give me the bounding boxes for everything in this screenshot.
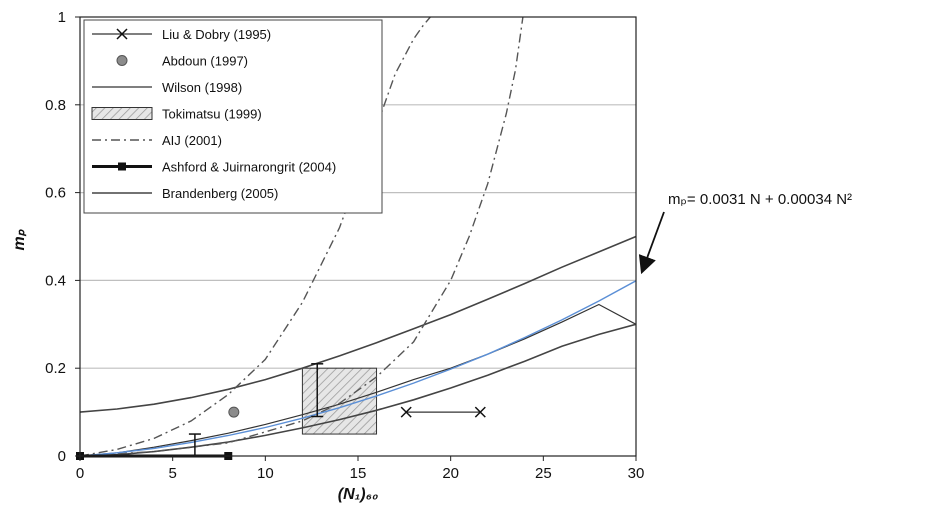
fit-equation-label: mₚ= 0.0031 N + 0.00034 N² [668,191,852,208]
x-tick-label-3: 15 [350,465,367,482]
y-tick-label-4: 0.8 [45,97,66,114]
series-wilson-line [79,303,637,457]
x-tick-label-2: 10 [257,465,274,482]
series-brandenberg-lower-line [79,323,637,457]
legend-label-6: Brandenberg (2005) [162,186,278,201]
legend-symbol-circle [116,55,128,66]
legend: Liu & Dobry (1995) Abdoun (1997) Wilson (1… [83,19,383,214]
series-aij-right-line [79,16,524,457]
legend-symbol-box [91,107,153,120]
y-tick-label-2: 0.4 [45,272,66,289]
legend-item-3: Tokimatsu (1999) [91,107,262,122]
legend-symbol-square [118,162,126,171]
y-tick-label-0: 0 [58,448,66,465]
legend-item-4: AIJ (2001) [92,133,222,148]
legend-item-1: Abdoun (1997) [116,54,248,69]
x-tick-label-6: 30 [628,465,645,482]
x-tick-label-5: 25 [535,465,552,482]
x-tick-label-0: 0 [76,465,84,482]
series-brandenberg-upper-line [79,235,637,413]
legend-item-0: Liu & Dobry (1995) [92,27,271,42]
y-tick-label-5: 1 [58,9,66,26]
legend-item-2: Wilson (1998) [92,80,242,95]
series-aij-left-line [79,16,431,457]
legend-label-3: Tokimatsu (1999) [162,107,262,122]
legend-label-0: Liu & Dobry (1995) [162,27,271,42]
y-tick-label-3: 0.6 [45,185,66,202]
axis-ticks: 00.20.40.60.810 5 10 15 20 25 30 [45,9,644,482]
x-tick-label-1: 5 [168,465,176,482]
legend-label-5: Ashford & Juirnarongrit (2004) [162,160,336,175]
fit-annotation-arrow [638,211,665,275]
legend-symbol-x [116,28,128,40]
fit-annotation: mₚ= 0.0031 N + 0.00034 N² [638,191,852,275]
tokimatsu-box [301,367,378,435]
y-tick-label-1: 0.2 [45,360,66,377]
series-fit-line [79,280,637,457]
x-tick-label-4: 20 [442,465,459,482]
tokimatsu-box-rect [301,367,378,435]
liu-dobry-marker-0 [400,406,412,418]
abdoun-marker [228,406,240,418]
liu-dobry-marker-1 [474,406,486,418]
x-axis-title: (N₁)₆₀ [338,486,379,503]
legend-label-1: Abdoun (1997) [162,54,248,69]
y-axis-title: mₚ [11,228,28,250]
legend-item-6: Brandenberg (2005) [92,186,278,201]
legend-label-2: Wilson (1998) [162,80,242,95]
legend-label-4: AIJ (2001) [162,133,222,148]
legend-item-5: Ashford & Juirnarongrit (2004) [92,160,336,175]
